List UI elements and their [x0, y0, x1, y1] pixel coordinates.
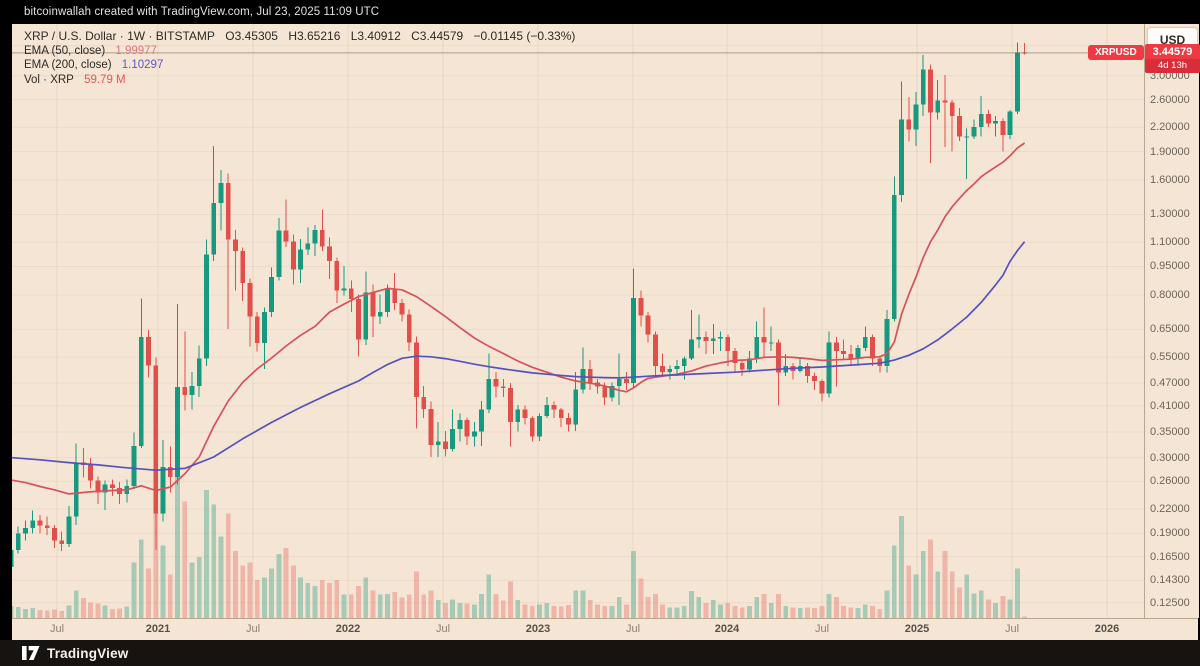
price-tick-label: 1.10000 [1150, 236, 1190, 249]
grid-lines [12, 24, 1144, 618]
price-tick-label: 0.55000 [1150, 351, 1190, 364]
price-tick-label: 0.22000 [1150, 502, 1190, 515]
price-tick-label: 0.95000 [1150, 260, 1190, 273]
price-tick-label: 2.20000 [1150, 121, 1190, 134]
time-tick-month: Jul [435, 623, 451, 635]
ohlc-close: C3.44579 [411, 29, 464, 43]
ohlc-high: H3.65216 [288, 29, 341, 43]
time-tick-year: 2021 [145, 623, 171, 635]
time-tick-month: Jul [814, 623, 830, 635]
ohlc-low: L3.40912 [350, 29, 401, 43]
price-tick-label: 0.35000 [1150, 426, 1190, 438]
footer-bar: TradingView [0, 640, 1200, 666]
candles [12, 42, 1027, 568]
time-tick-month: Jul [1004, 623, 1020, 635]
change-value: −0.01145 (−0.33%) [473, 29, 576, 43]
volume-value: 59.79 M [84, 73, 126, 86]
ema200-label: EMA (200, close) [24, 59, 112, 71]
time-tick-month: Jul [245, 623, 261, 635]
time-axis[interactable]: Jul 2021 Jul 2022 Jul 2023 Jul 2024 Jul 2025 Jul 20… [12, 618, 1198, 641]
chart-card [12, 24, 1198, 640]
time-tick-year: 2024 [714, 623, 740, 635]
symbol-legend-row[interactable]: XRP / U.S. Dollar · 1W · BITSTAMP O3.453… [24, 29, 575, 44]
price-tick-label: 0.19000 [1150, 527, 1190, 540]
indicator-legend-volume[interactable]: Vol · XRP 59.79 M [24, 73, 575, 88]
price-tick-label: 0.41000 [1150, 399, 1190, 412]
indicator-legend-ema200[interactable]: EMA (200, close) 1.10297 [24, 58, 575, 73]
price-tick-label: 0.26000 [1150, 475, 1190, 488]
price-pane[interactable] [12, 24, 1144, 618]
ema200-value: 1.10297 [121, 59, 164, 71]
indicator-legend-ema50[interactable]: EMA (50, close) 1.99977 [24, 44, 575, 59]
chart-legend: XRP / U.S. Dollar · 1W · BITSTAMP O3.453… [24, 29, 575, 87]
volume-label: Vol · XRP [24, 73, 74, 86]
last-price-axis-label: 3.44579 4d 13h [1145, 43, 1200, 73]
ohlc-open: O3.45305 [225, 29, 278, 43]
attribution-text: bitcoinwallah created with TradingView.c… [24, 6, 380, 18]
time-tick-month: Jul [49, 623, 65, 635]
bar-countdown: 4d 13h [1145, 58, 1200, 73]
last-price-value: 3.44579 [1145, 43, 1200, 59]
price-tick-label: 0.30000 [1150, 451, 1190, 464]
ema50-label: EMA (50, close) [24, 44, 106, 57]
attribution-bar: bitcoinwallah created with TradingView.c… [0, 0, 1200, 24]
price-tick-label: 2.60000 [1150, 93, 1190, 106]
price-tick-label: 0.16500 [1150, 550, 1190, 563]
price-tick-label: 0.12500 [1150, 596, 1190, 609]
price-tick-label: 0.47000 [1150, 377, 1190, 390]
ema200-line [12, 241, 1026, 472]
tradingview-logo-icon[interactable] [22, 645, 40, 661]
symbol-price-tag: XRPUSD [1088, 44, 1144, 60]
currency-label: USD [1159, 33, 1186, 47]
price-pane-svg[interactable] [12, 24, 1144, 618]
tradingview-brand[interactable]: TradingView [47, 645, 129, 661]
price-tick-label: 1.90000 [1150, 145, 1190, 158]
price-axis[interactable]: 3.600003.000002.600002.200001.900001.600… [1144, 24, 1199, 618]
price-tick-label: 1.30000 [1150, 208, 1190, 221]
time-tick-month: Jul [625, 623, 641, 635]
price-tick-label: 0.80000 [1150, 288, 1190, 301]
symbol-title: XRP / U.S. Dollar · 1W · BITSTAMP [24, 29, 215, 43]
time-tick-year: 2022 [335, 623, 361, 635]
ema50-line [12, 142, 1026, 495]
time-tick-year: 2023 [525, 623, 551, 635]
volume-bars [12, 460, 1027, 618]
price-tick-label: 0.65000 [1150, 323, 1190, 336]
price-tick-label: 0.14300 [1150, 574, 1190, 587]
ema50-value: 1.99977 [115, 44, 157, 57]
time-tick-year: 2026 [1094, 623, 1120, 635]
price-tick-label: 1.60000 [1150, 174, 1190, 187]
time-tick-year: 2025 [904, 623, 930, 635]
